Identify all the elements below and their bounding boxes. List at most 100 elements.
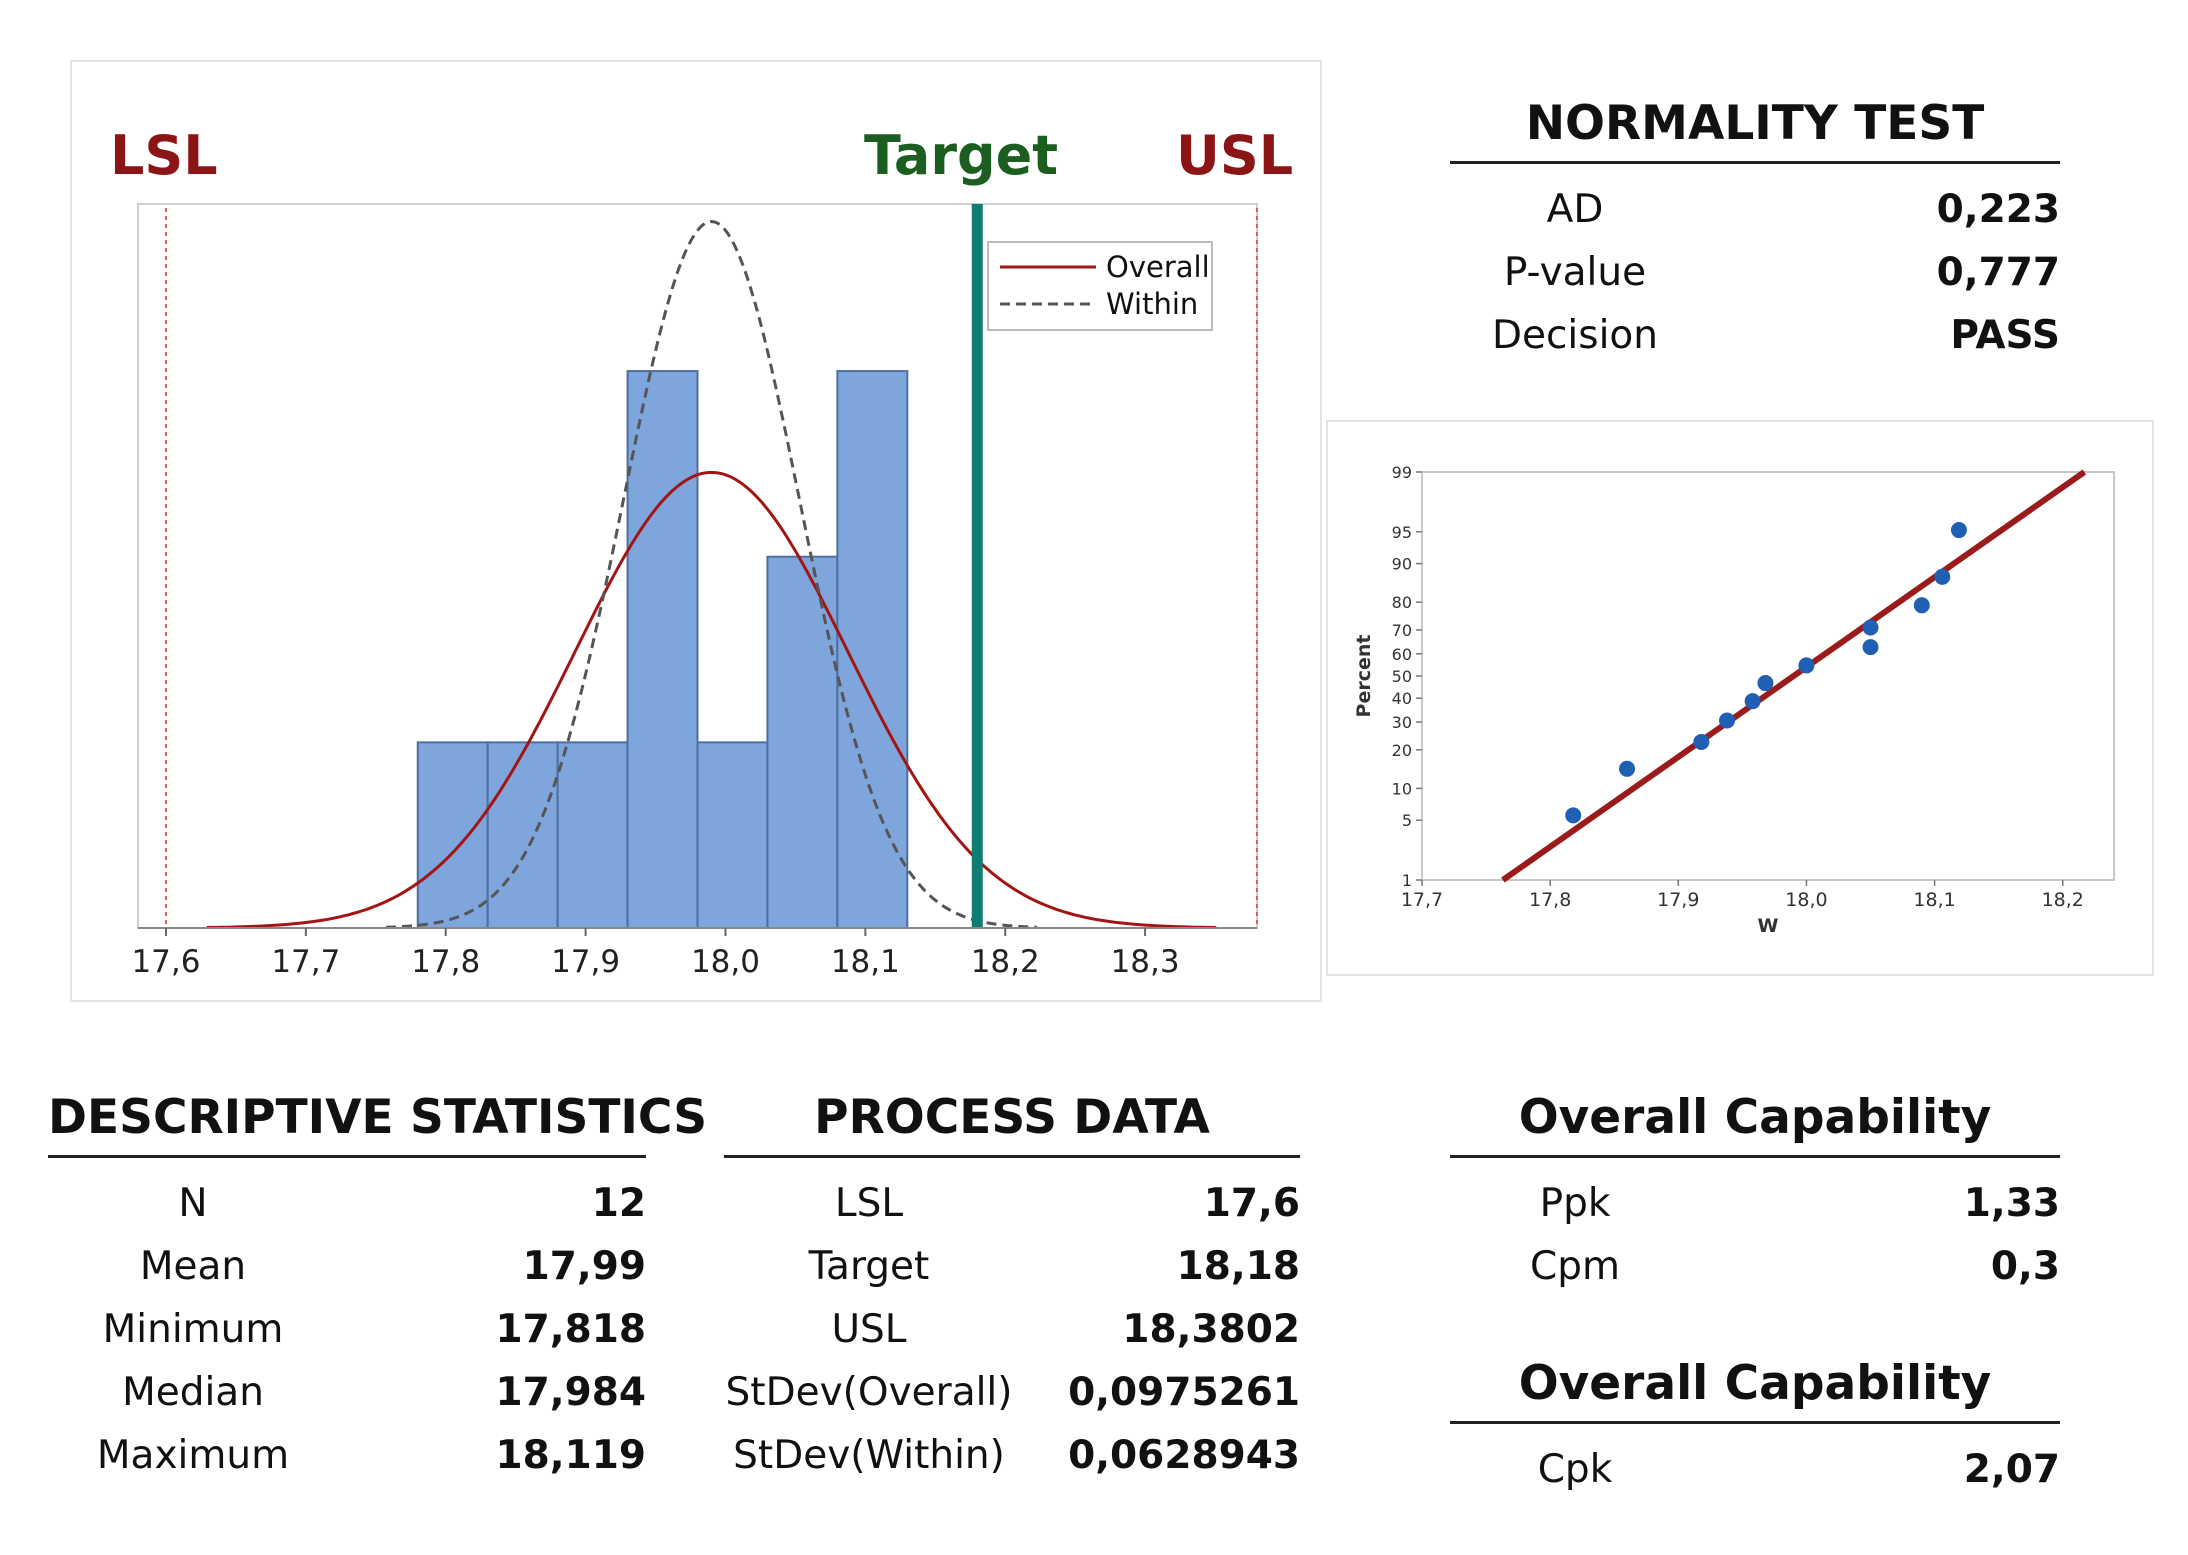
stat-label: Target — [808, 1244, 930, 1289]
descriptive-statistics-section: DESCRIPTIVE STATISTICS N 12 Mean 17,99 Minim… — [48, 1090, 707, 1487]
data-point — [1744, 693, 1761, 710]
histogram-bar — [556, 741, 629, 929]
capability-histogram-panel: LSL Target USL 17,6 17,7 17,8 17,9 18,0 18,1 1… — [70, 60, 1322, 1002]
usl-label: USL — [1176, 124, 1294, 187]
data-point — [1934, 568, 1951, 585]
stat-value: 17,6 — [1203, 1181, 1300, 1226]
x-tick-label: 18,0 — [1785, 889, 1827, 911]
x-tick-label: 18,0 — [691, 944, 760, 980]
stat-label: LSL — [834, 1181, 904, 1226]
histogram-bar — [836, 370, 909, 930]
within-curve — [385, 219, 1038, 929]
overall-capability-section: Overall Capability Ppk 1,33 Cpm 0,3 — [1450, 1090, 2060, 1298]
process-data-title: PROCESS DATA — [724, 1090, 1300, 1158]
y-tick-label: 30 — [1392, 713, 1412, 732]
stat-value: 17,99 — [522, 1244, 646, 1289]
legend-within-label: Within — [1106, 287, 1198, 321]
overall-capability-2-rows: Cpk 2,07 — [1450, 1438, 2060, 1501]
stat-value: 2,07 — [1963, 1447, 2060, 1492]
data-point — [1798, 657, 1815, 674]
data-point — [1913, 597, 1930, 614]
x-tick-label: 17,7 — [1401, 889, 1443, 911]
histogram-bar — [626, 370, 699, 930]
stat-row: Ppk 1,33 — [1450, 1172, 2060, 1235]
y-tick-label: 95 — [1392, 523, 1412, 542]
stat-label: Median — [122, 1370, 264, 1415]
stat-row: Target 18,18 — [724, 1235, 1300, 1298]
stat-label: Ppk — [1539, 1181, 1611, 1226]
stat-row: AD 0,223 — [1450, 178, 2060, 241]
stat-value: 18,119 — [495, 1433, 647, 1478]
overall-capability-rows: Ppk 1,33 Cpm 0,3 — [1450, 1172, 2060, 1298]
stat-row: Median 17,984 — [48, 1361, 646, 1424]
stat-label: P-value — [1503, 250, 1647, 295]
stat-label: Cpm — [1530, 1244, 1620, 1289]
data-point — [1693, 733, 1710, 750]
lsl-label: LSL — [110, 124, 218, 187]
stat-value: 0,223 — [1936, 187, 2060, 232]
x-tick-label: 17,8 — [1529, 889, 1571, 911]
stat-row: Cpk 2,07 — [1450, 1438, 2060, 1501]
legend-overall-label: Overall — [1106, 250, 1210, 284]
data-point — [1757, 675, 1774, 692]
stat-label: Minimum — [102, 1307, 284, 1352]
stat-value: 18,3802 — [1122, 1307, 1300, 1352]
process-data-section: PROCESS DATA LSL 17,6 Target 18,18 USL 18,380… — [724, 1090, 1300, 1487]
stat-value: 0,0628943 — [1068, 1433, 1300, 1478]
x-tick-label: 18,2 — [2042, 889, 2084, 911]
probability-plot-panel: 1 5 10 20 30 40 50 60 70 80 90 95 99 17,7 17,8 17,9 18,0… — [1326, 420, 2154, 976]
y-tick-label: 99 — [1392, 463, 1412, 482]
stat-row: Mean 17,99 — [48, 1235, 646, 1298]
histogram-bar — [486, 741, 559, 929]
y-tick-label: 5 — [1402, 811, 1412, 830]
data-point — [1619, 760, 1636, 777]
x-tick-label: 18,1 — [831, 944, 900, 980]
y-tick-label: 20 — [1392, 741, 1412, 760]
histogram-chart: 17,6 17,7 17,8 17,9 18,0 18,1 18,2 18,3 OverallW… — [131, 203, 1258, 980]
stat-label: Cpk — [1537, 1447, 1613, 1492]
y-tick-label: 70 — [1392, 621, 1412, 640]
stat-row: USL 18,3802 — [724, 1298, 1300, 1361]
y-tick-label: 10 — [1392, 779, 1412, 798]
x-tick-label: 17,8 — [411, 944, 480, 980]
y-tick-label: 80 — [1392, 593, 1412, 612]
x-tick-label: 17,9 — [1657, 889, 1699, 911]
stat-value: 17,984 — [495, 1370, 647, 1415]
normality-test-section: NORMALITY TEST AD 0,223 P-value 0,777 Decisi… — [1450, 96, 2060, 367]
stat-label: USL — [831, 1307, 907, 1352]
target-label: Target — [864, 124, 1059, 187]
stat-row: LSL 17,6 — [724, 1172, 1300, 1235]
normality-test-rows: AD 0,223 P-value 0,777 Decision PASS — [1450, 178, 2060, 367]
stat-value: 0,777 — [1936, 250, 2060, 295]
data-point — [1950, 522, 1967, 539]
stat-value: 0,3 — [1990, 1244, 2060, 1289]
stat-label: Maximum — [96, 1433, 290, 1478]
stat-row: P-value 0,777 — [1450, 241, 2060, 304]
data-point — [1565, 807, 1582, 824]
stat-row: N 12 — [48, 1172, 646, 1235]
stat-row: StDev(Within) 0,0628943 — [724, 1424, 1300, 1487]
stat-value: 12 — [591, 1181, 646, 1226]
y-tick-label: 90 — [1392, 555, 1412, 574]
process-data-rows: LSL 17,6 Target 18,18 USL 18,3802 StDev(Overal… — [724, 1172, 1300, 1487]
x-tick-label: 17,7 — [271, 944, 340, 980]
normality-test-title: NORMALITY TEST — [1450, 96, 2060, 164]
histogram-bar — [416, 741, 489, 929]
stat-label: StDev(Overall) — [725, 1370, 1013, 1415]
y-tick-label: 50 — [1392, 667, 1412, 686]
descriptive-statistics-rows: N 12 Mean 17,99 Minimum 17,818 Median 17,984 Max… — [48, 1172, 646, 1487]
x-tick-label: 18,3 — [1111, 944, 1180, 980]
x-tick-label: 18,1 — [1913, 889, 1955, 911]
y-axis-title: Percent — [1353, 635, 1375, 718]
stat-label: StDev(Within) — [733, 1433, 1005, 1478]
stat-row: Decision PASS — [1450, 304, 2060, 367]
overall-capability-2-title: Overall Capability — [1450, 1356, 2060, 1424]
y-tick-label: 40 — [1392, 689, 1412, 708]
stat-label: Mean — [139, 1244, 247, 1289]
stat-value: 17,818 — [495, 1307, 647, 1352]
stat-value: 0,0975261 — [1068, 1370, 1300, 1415]
data-point — [1718, 712, 1735, 729]
y-tick-label: 60 — [1392, 645, 1412, 664]
stat-row: Cpm 0,3 — [1450, 1235, 2060, 1298]
